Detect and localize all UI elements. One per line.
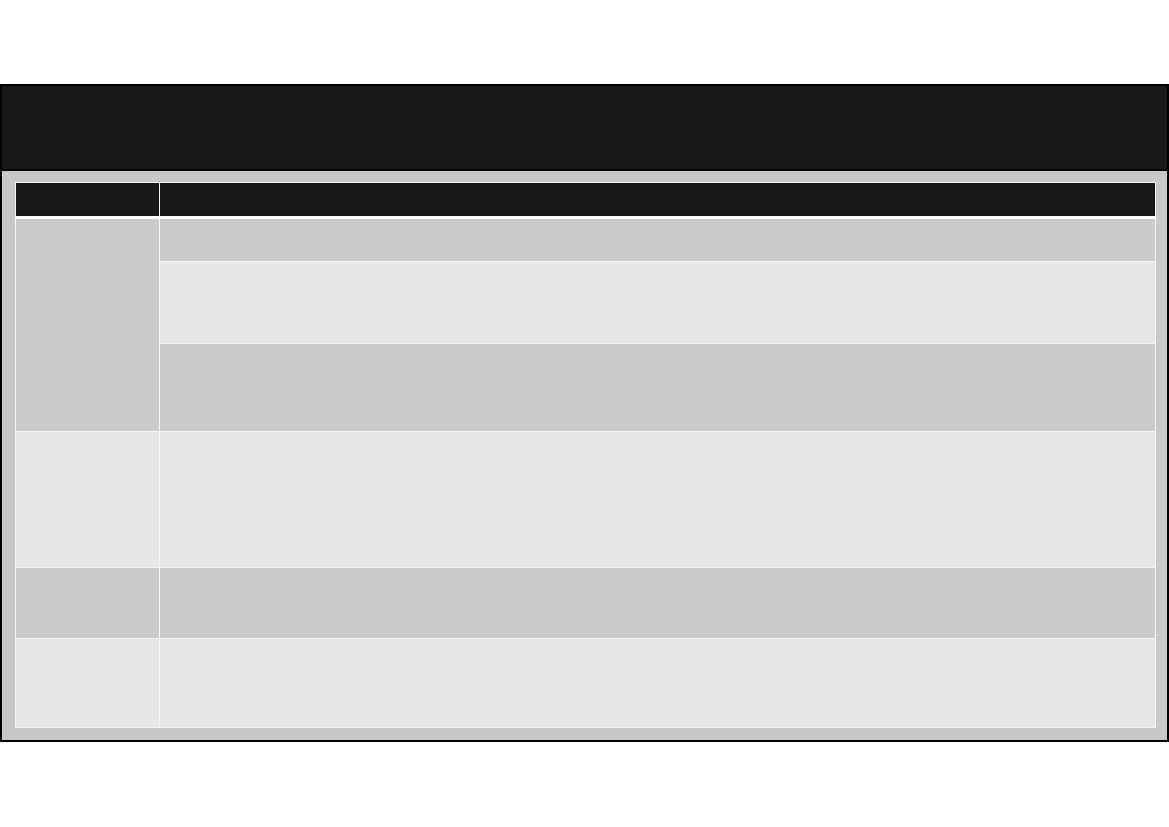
- table-cell: [159, 217, 1156, 262]
- table-row: [15, 638, 1156, 728]
- table-header-row: [15, 182, 1156, 218]
- table-row: [15, 217, 1156, 432]
- table-row: [15, 431, 1156, 568]
- table-row: [16, 343, 1156, 432]
- table-row: [15, 567, 1156, 639]
- table-cell: [159, 567, 1156, 639]
- table-cell: [159, 261, 1156, 344]
- table-cell: [15, 431, 160, 568]
- data-table: [15, 182, 1156, 728]
- table-cell: [159, 431, 1156, 568]
- table-cell: [15, 638, 160, 728]
- table-cell: [159, 343, 1156, 432]
- column-header-1: [15, 182, 160, 218]
- table-row: [16, 261, 1156, 344]
- column-header-2: [159, 182, 1156, 218]
- table-cell: [159, 638, 1156, 728]
- table-cell: [15, 217, 160, 432]
- title-banner: [2, 86, 1167, 171]
- table-cell: [15, 567, 160, 639]
- content-panel: [0, 84, 1169, 742]
